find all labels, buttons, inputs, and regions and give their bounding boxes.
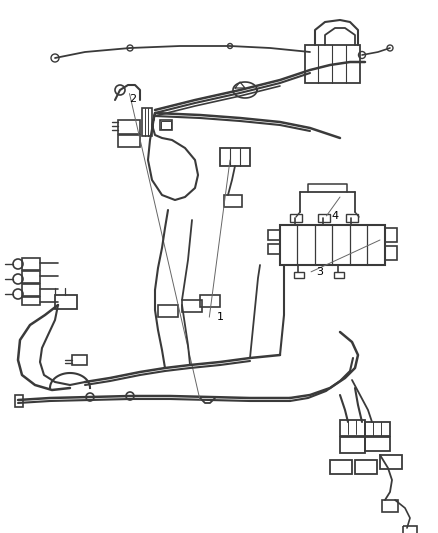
Bar: [22, 284, 40, 296]
Bar: [219, 148, 249, 166]
Bar: [329, 460, 351, 474]
Bar: [293, 272, 303, 278]
Bar: [267, 230, 279, 240]
Bar: [345, 214, 357, 222]
Bar: [161, 121, 171, 129]
Bar: [317, 214, 329, 222]
Bar: [182, 300, 201, 312]
Text: 4: 4: [331, 211, 338, 221]
Bar: [55, 295, 77, 309]
Bar: [118, 135, 140, 147]
Bar: [267, 244, 279, 254]
Bar: [141, 108, 152, 136]
Bar: [159, 120, 172, 130]
Text: 3: 3: [315, 267, 322, 277]
Bar: [72, 355, 87, 365]
Bar: [290, 214, 301, 222]
Bar: [354, 460, 376, 474]
Bar: [384, 246, 396, 260]
Bar: [384, 228, 396, 242]
Bar: [364, 422, 389, 436]
Bar: [22, 258, 40, 270]
Bar: [118, 120, 140, 134]
Bar: [333, 272, 343, 278]
Bar: [15, 395, 23, 407]
Bar: [304, 45, 359, 83]
Bar: [279, 225, 384, 265]
Bar: [339, 420, 364, 436]
Text: 1: 1: [217, 312, 224, 322]
Bar: [381, 500, 397, 512]
Bar: [22, 271, 40, 283]
Text: 2: 2: [129, 94, 136, 103]
Bar: [22, 297, 40, 305]
Bar: [223, 195, 241, 207]
Bar: [379, 455, 401, 469]
Bar: [158, 305, 177, 317]
Bar: [364, 437, 389, 451]
Bar: [339, 437, 364, 453]
Bar: [402, 526, 416, 533]
Bar: [200, 295, 219, 307]
